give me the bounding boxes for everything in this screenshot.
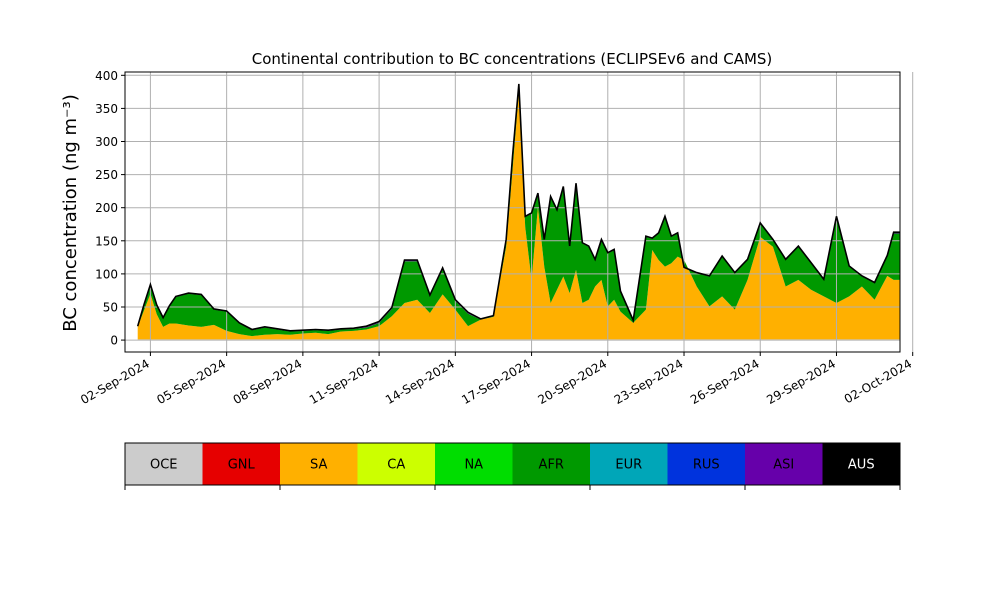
x-tick-label: 26-Sep-2024 xyxy=(688,356,762,407)
y-tick-label: 350 xyxy=(95,102,118,116)
x-tick-label: 20-Sep-2024 xyxy=(536,356,610,407)
y-tick-label: 150 xyxy=(95,234,118,248)
legend-label-afr: AFR xyxy=(539,458,564,473)
chart-title: Continental contribution to BC concentra… xyxy=(252,50,773,68)
legend-frame xyxy=(124,442,901,486)
y-axis-label: BC concentration (ng m⁻³) xyxy=(60,94,81,332)
legend-swatch-na xyxy=(435,443,513,485)
y-tick-label: 250 xyxy=(95,168,118,182)
y-tick-label: 200 xyxy=(95,201,118,215)
area-series-sa xyxy=(137,91,900,340)
y-tick-label: 100 xyxy=(95,267,118,281)
legend-label-asi: ASI xyxy=(773,458,794,473)
legend-swatch-rus xyxy=(667,443,746,485)
y-tick-label: 300 xyxy=(95,135,118,149)
legend-swatch-sa xyxy=(280,443,358,485)
x-tick-label: 17-Sep-2024 xyxy=(459,356,533,407)
legend-swatch-afr xyxy=(512,443,591,485)
legend-swatch-eur xyxy=(590,443,668,485)
legend-swatch-oce xyxy=(125,443,203,485)
legend-label-rus: RUS xyxy=(693,458,720,473)
x-tick-label: 23-Sep-2024 xyxy=(612,356,686,407)
legend-colorbar: OCE GNL SA CA NA AFR EUR RUS ASI AUS xyxy=(124,442,901,490)
legend-label-eur: EUR xyxy=(615,458,642,473)
legend-label-ca: CA xyxy=(387,458,405,473)
legend-label-sa: SA xyxy=(310,458,327,473)
y-tick-label: 50 xyxy=(103,300,118,314)
legend-swatch-aus xyxy=(822,443,901,485)
legend-label-na: NA xyxy=(464,458,483,473)
x-tick-label: 08-Sep-2024 xyxy=(231,356,305,407)
x-tick-label: 05-Sep-2024 xyxy=(154,356,228,407)
legend-label-gnl: GNL xyxy=(228,458,256,473)
plot-area: 0 50 100 150 200 250 300 350 400 02-Sep-2024 05-Se… xyxy=(78,69,914,407)
y-tick-label: 400 xyxy=(95,69,118,83)
x-tick-label: 11-Sep-2024 xyxy=(307,356,381,407)
x-tick-label: 02-Oct-2024 xyxy=(842,356,914,406)
legend-swatch-gnl xyxy=(202,443,281,485)
x-tick-label: 14-Sep-2024 xyxy=(383,356,457,407)
area-series-afr xyxy=(137,84,900,337)
legend-swatch-ca xyxy=(357,443,436,485)
plot-frame xyxy=(124,71,901,353)
y-tick-label: 0 xyxy=(110,334,118,348)
total-line xyxy=(136,83,900,332)
legend-label-oce: OCE xyxy=(150,458,178,473)
legend-swatch-asi xyxy=(745,443,823,485)
legend-label-aus: AUS xyxy=(848,458,875,473)
x-tick-label: 02-Sep-2024 xyxy=(78,356,152,407)
x-tick-label: 29-Sep-2024 xyxy=(764,356,838,407)
